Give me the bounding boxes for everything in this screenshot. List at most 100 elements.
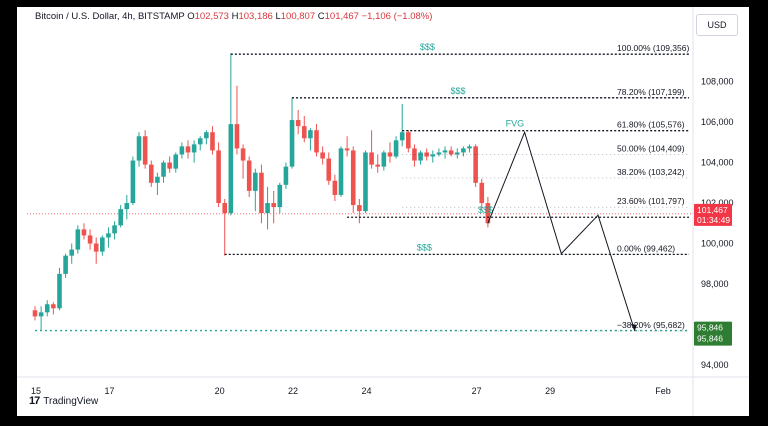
low-value: 100,807 — [280, 11, 316, 22]
candle-up — [69, 249, 75, 256]
fib-level-label: −38.20% (95,682) — [617, 320, 685, 330]
candle-down — [369, 152, 374, 165]
y-tick-label: 98,000 — [701, 279, 729, 289]
fib-level-label: 23.60% (101,797) — [617, 196, 685, 206]
change-value: −1,106 (−1.08%) — [361, 11, 433, 22]
tradingview-label: TradingView — [43, 395, 99, 407]
candle-down — [234, 124, 240, 149]
tradingview-branding[interactable]: 17 TradingView — [29, 395, 98, 407]
y-tick-label: 108,000 — [701, 77, 734, 87]
candle-down — [357, 205, 362, 212]
candle-down — [448, 150, 454, 155]
symbol-title: Bitcoin / U.S. Dollar, 4h, BITSTAMP — [35, 11, 185, 22]
candle-down — [314, 130, 319, 153]
candle-down — [350, 150, 356, 206]
candle-up — [130, 160, 136, 204]
candle-up — [381, 152, 387, 167]
candle-up — [161, 162, 166, 177]
candle-down — [406, 132, 411, 149]
candle-up — [100, 237, 105, 252]
price-chart[interactable]: 108,000 106,000 104,000 102,000 100,000 98,00… — [17, 7, 749, 416]
candle-up — [44, 304, 50, 313]
candle-up — [289, 120, 295, 167]
fib-level-label: 100.00% (109,356) — [617, 43, 689, 53]
fib-level-label: 61.80% (105,576) — [617, 120, 685, 130]
liquidity-label: $$$ — [478, 205, 493, 215]
x-tick-label: 15 — [31, 386, 41, 396]
candle-down — [295, 120, 301, 127]
chart-frame: Bitcoin / U.S. Dollar, 4h, BITSTAMP O102… — [17, 7, 749, 416]
candle-down — [479, 182, 485, 204]
candle-down — [51, 304, 56, 309]
high-value: 103,186 — [238, 11, 273, 22]
currency-button[interactable]: USD — [696, 14, 738, 36]
x-tick-label: 20 — [215, 386, 225, 396]
open-label: O — [187, 11, 195, 22]
candle-down — [246, 160, 252, 191]
candle-up — [136, 136, 142, 161]
liquidity-label: $$$ — [417, 242, 432, 252]
candle-down — [485, 203, 491, 224]
current-price-value: 101,467 — [697, 205, 728, 215]
candle-up — [442, 150, 448, 153]
candle-up — [75, 229, 81, 250]
candle-up — [124, 203, 130, 210]
candle-up — [63, 255, 68, 274]
projection-path — [487, 130, 636, 332]
candle-up — [228, 124, 234, 214]
candle-down — [210, 132, 215, 151]
candle-up — [191, 144, 197, 153]
target-price-value: 95,846 — [697, 323, 723, 333]
candle-down — [142, 136, 148, 165]
candle-down — [271, 203, 276, 208]
candle-down — [259, 172, 264, 214]
candle-up — [363, 152, 368, 212]
candle-up — [38, 312, 44, 317]
x-tick-label: 22 — [288, 386, 298, 396]
fib-level-label: 0.00% (99,462) — [617, 243, 675, 253]
current-price-tag — [694, 203, 732, 226]
candle-up — [265, 203, 270, 214]
candle-down — [387, 152, 393, 157]
candle-up — [454, 152, 460, 155]
close-value: 101,467 — [324, 11, 359, 22]
low-label: L — [275, 11, 281, 22]
candle-up — [399, 132, 405, 141]
target-price-tag — [694, 321, 732, 346]
candle-down — [87, 235, 93, 244]
candle-down — [473, 146, 478, 183]
candle-up — [179, 146, 185, 155]
candle-up — [57, 273, 62, 309]
candle-up — [197, 138, 203, 145]
candle-down — [222, 203, 228, 214]
candle-up — [338, 148, 344, 195]
candle-down — [32, 310, 38, 317]
candle-down — [93, 243, 99, 252]
symbol-header: Bitcoin / U.S. Dollar, 4h, BITSTAMP O102… — [35, 11, 432, 22]
candle-up — [118, 209, 123, 226]
y-tick-label: 100,000 — [701, 239, 734, 249]
candle-up — [283, 166, 289, 185]
liquidity-label: $$$ — [451, 86, 466, 96]
high-label: H — [231, 11, 239, 22]
x-tick-label: 17 — [104, 386, 114, 396]
candle-up — [106, 233, 111, 238]
candle-down — [332, 180, 338, 195]
candle-up — [430, 154, 436, 157]
y-tick-label: 106,000 — [701, 117, 734, 127]
candle-down — [81, 229, 87, 236]
candle-down — [301, 126, 307, 139]
candle-down — [185, 146, 191, 153]
candle-down — [240, 148, 246, 161]
candle-up — [173, 154, 179, 169]
candle-down — [375, 164, 381, 167]
candle-up — [253, 172, 258, 191]
projection-arrowhead — [630, 323, 637, 331]
candle-down — [344, 148, 350, 151]
candle-up — [418, 152, 423, 161]
x-tick-label: 27 — [472, 386, 482, 396]
candle-up — [277, 184, 283, 208]
fib-level-label: 78.20% (107,199) — [617, 87, 685, 97]
candle-down — [326, 158, 332, 181]
fib-level-label: 38.20% (103,242) — [617, 167, 685, 177]
